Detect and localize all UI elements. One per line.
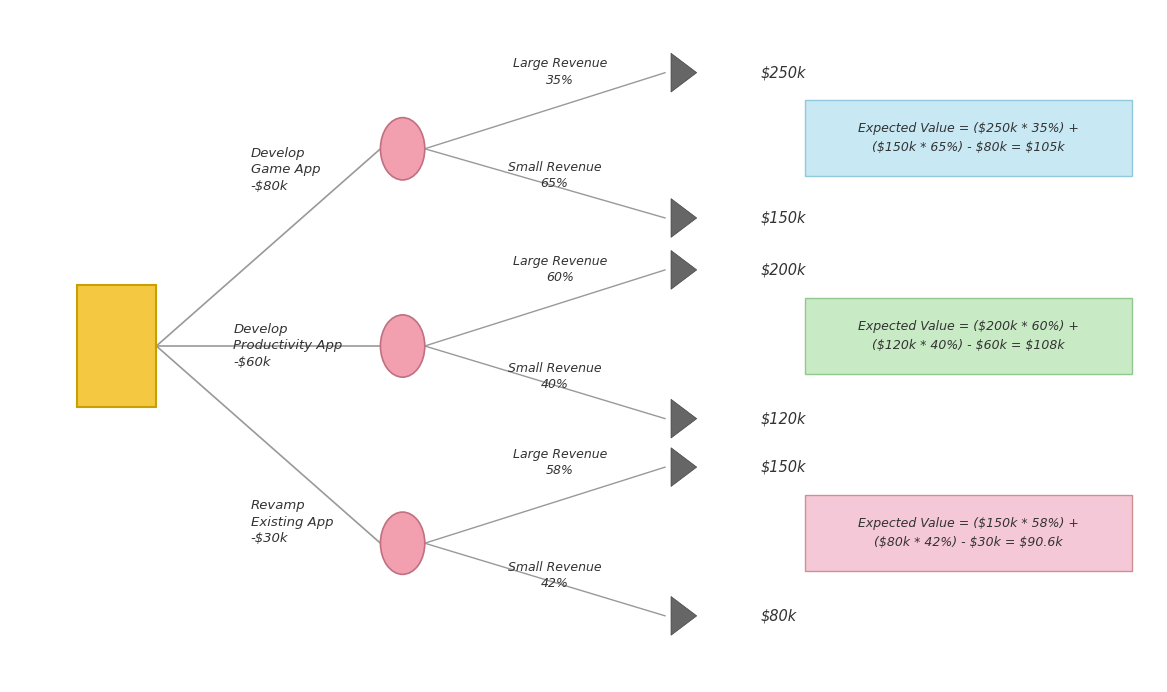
Polygon shape	[671, 53, 697, 92]
Polygon shape	[671, 251, 697, 289]
Text: $200k: $200k	[761, 262, 806, 277]
Text: Expected Value = ($250k * 35%) +
($150k * 65%) - $80k = $105k: Expected Value = ($250k * 35%) + ($150k …	[858, 122, 1079, 154]
Polygon shape	[671, 399, 697, 438]
Text: Large Revenue
60%: Large Revenue 60%	[513, 255, 607, 284]
Text: $250k: $250k	[761, 65, 806, 80]
Text: Expected Value = ($150k * 58%) +
($80k * 42%) - $30k = $90.6k: Expected Value = ($150k * 58%) + ($80k *…	[858, 517, 1079, 549]
Polygon shape	[671, 448, 697, 486]
FancyBboxPatch shape	[77, 286, 156, 407]
Text: Small Revenue
65%: Small Revenue 65%	[508, 161, 601, 190]
Text: $150k: $150k	[761, 459, 806, 475]
Text: Large Revenue
35%: Large Revenue 35%	[513, 57, 607, 86]
FancyBboxPatch shape	[805, 100, 1132, 176]
Ellipse shape	[380, 118, 425, 180]
Text: $120k: $120k	[761, 411, 806, 426]
Text: Develop
Game App
-$80k: Develop Game App -$80k	[251, 147, 321, 192]
Text: Small Revenue
42%: Small Revenue 42%	[508, 561, 601, 590]
Text: Small Revenue
40%: Small Revenue 40%	[508, 362, 601, 391]
Polygon shape	[671, 597, 697, 635]
FancyBboxPatch shape	[805, 298, 1132, 374]
Text: Large Revenue
58%: Large Revenue 58%	[513, 448, 607, 477]
Ellipse shape	[380, 512, 425, 574]
Polygon shape	[671, 199, 697, 237]
Ellipse shape	[380, 315, 425, 377]
Text: Revamp
Existing App
-$30k: Revamp Existing App -$30k	[251, 500, 334, 545]
Text: $80k: $80k	[761, 608, 797, 623]
Text: Develop
Productivity App
-$60k: Develop Productivity App -$60k	[233, 323, 343, 369]
FancyBboxPatch shape	[805, 495, 1132, 571]
Text: $150k: $150k	[761, 210, 806, 226]
Text: Expected Value = ($200k * 60%) +
($120k * 40%) - $60k = $108k: Expected Value = ($200k * 60%) + ($120k …	[858, 320, 1079, 352]
